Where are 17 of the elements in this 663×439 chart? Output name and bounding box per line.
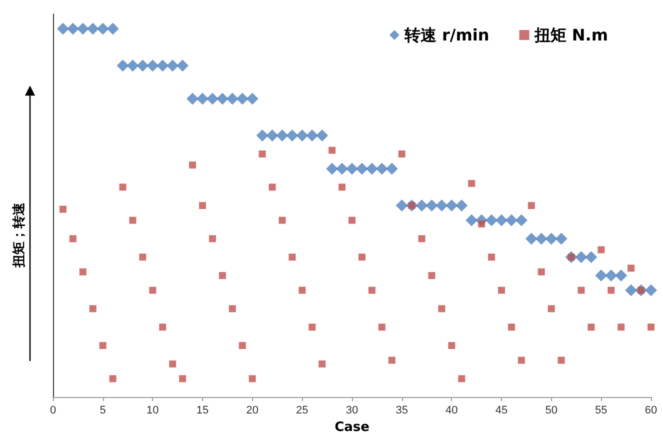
x-tick-label: 0 bbox=[50, 404, 56, 417]
legend-label: 转速 r/min bbox=[403, 26, 490, 44]
x-tick-label: 5 bbox=[100, 404, 106, 417]
x-axis-title: Case bbox=[334, 420, 370, 435]
x-tick-label: 20 bbox=[246, 404, 258, 417]
x-tick-label: 15 bbox=[196, 404, 209, 417]
legend-label: 扭矩 N.m bbox=[533, 26, 608, 44]
x-tick-label: 60 bbox=[644, 404, 658, 417]
x-tick-label: 30 bbox=[346, 404, 358, 417]
x-tick-label: 40 bbox=[446, 404, 458, 417]
x-tick-label: 50 bbox=[545, 404, 558, 417]
x-tick-label: 10 bbox=[146, 404, 159, 417]
x-tick-label: 55 bbox=[595, 404, 608, 417]
x-tick-label: 35 bbox=[396, 404, 408, 417]
y-axis-title: 扭矩；转速 bbox=[11, 202, 28, 268]
x-tick-label: 25 bbox=[296, 404, 308, 417]
x-tick-label: 45 bbox=[495, 404, 508, 417]
